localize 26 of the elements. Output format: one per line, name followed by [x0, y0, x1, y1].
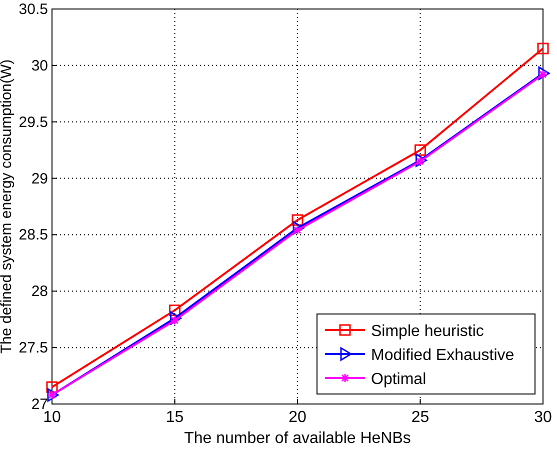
x-tick-label: 25 — [411, 409, 430, 426]
y-axis-title: The defined system energy consumption(W) — [0, 59, 15, 354]
x-tick-label: 30 — [534, 409, 552, 426]
y-tick-label: 28 — [31, 283, 48, 300]
y-tick-label: 27.5 — [18, 340, 48, 357]
point — [537, 42, 549, 54]
legend-label: Modified Exhaustive — [371, 347, 514, 364]
y-tick-label: 28.5 — [18, 226, 48, 244]
point — [538, 66, 550, 80]
point — [292, 214, 304, 226]
point — [169, 304, 180, 316]
y-tick-label: 30.5 — [18, 1, 48, 18]
x-axis-title: The number of available HeNBs — [184, 430, 411, 447]
y-tick-label: 29.5 — [18, 114, 48, 131]
x-tick-label: 20 — [288, 409, 306, 426]
y-tick-label: 29 — [31, 170, 48, 188]
legend-label: Simple heuristic — [371, 323, 484, 340]
legend-label: Optimal — [371, 371, 426, 388]
point — [416, 153, 427, 167]
y-tick-label: 30 — [31, 57, 48, 74]
point — [46, 381, 58, 393]
x-tick-label: 15 — [166, 409, 184, 426]
point — [170, 311, 182, 325]
point — [292, 221, 304, 235]
point — [414, 144, 426, 156]
x-tick-label: 10 — [43, 409, 61, 426]
